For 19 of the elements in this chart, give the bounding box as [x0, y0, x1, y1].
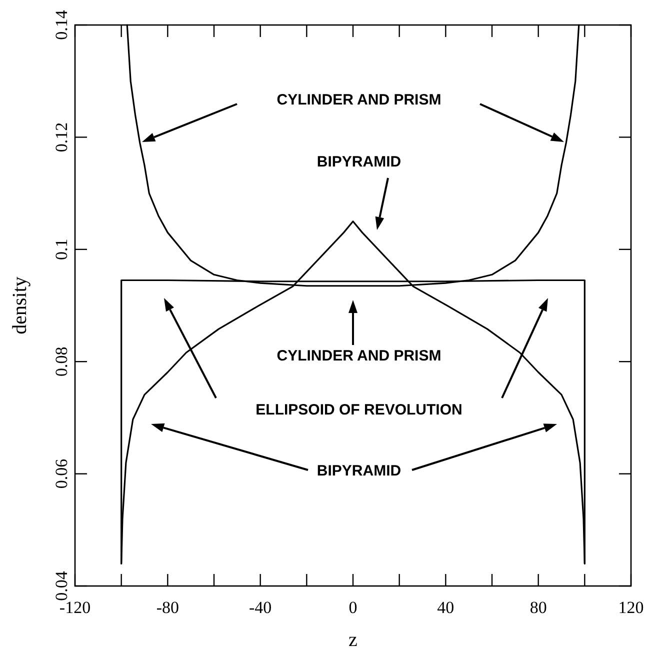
- y-tick-label: 0.1: [52, 238, 71, 260]
- y-tick-label: 0.06: [52, 458, 71, 489]
- x-tick-label: 0: [348, 598, 358, 617]
- y-tick-label: 0.04: [52, 570, 71, 601]
- annotation: BIPYRAMID: [316, 154, 402, 170]
- y-axis-title: density: [9, 276, 31, 334]
- x-tick-label: 40: [437, 598, 454, 617]
- y-tick-label: 0.08: [52, 346, 71, 376]
- y-tick-label: 0.14: [52, 10, 71, 40]
- x-tick-label: 80: [530, 598, 547, 617]
- x-tick-label: -40: [248, 598, 272, 617]
- x-axis-title: z: [348, 629, 358, 651]
- annotation: CYLINDER AND PRISM: [276, 348, 442, 364]
- x-tick-label: 120: [618, 598, 644, 617]
- annotation: ELLIPSOID OF REVOLUTION: [256, 402, 462, 418]
- y-tick-label: 0.12: [52, 122, 71, 152]
- annotation: BIPYRAMID: [316, 462, 402, 480]
- x-tick-label: -80: [156, 598, 180, 617]
- annotation: CYLINDER AND PRISM: [276, 92, 442, 108]
